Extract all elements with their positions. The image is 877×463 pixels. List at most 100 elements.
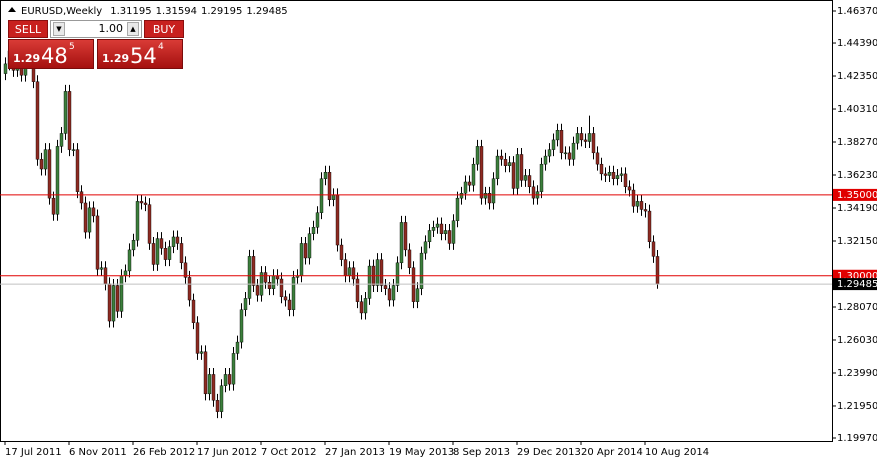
lot-value: 1.00 bbox=[98, 22, 124, 35]
candle-body bbox=[587, 133, 592, 142]
candle-body bbox=[267, 282, 272, 289]
x-tick-label: 7 Oct 2012 bbox=[261, 447, 316, 458]
sell-button[interactable]: SELL bbox=[8, 20, 48, 38]
candle-body bbox=[207, 374, 212, 395]
candle-body bbox=[435, 223, 440, 228]
candle-body bbox=[151, 243, 156, 265]
candle-body bbox=[135, 201, 140, 241]
buy-price[interactable]: 1.29 54 4 bbox=[97, 39, 183, 69]
candle-body bbox=[159, 238, 164, 249]
candle-body bbox=[223, 374, 228, 386]
header-open: 1.31195 bbox=[110, 6, 151, 17]
candle-body bbox=[59, 133, 64, 147]
level-label-box bbox=[833, 188, 877, 201]
candle-body bbox=[327, 172, 332, 200]
header-close: 1.29485 bbox=[246, 6, 287, 17]
candle-body bbox=[387, 288, 392, 301]
lot-down[interactable]: ▼ bbox=[53, 22, 65, 36]
candle-body bbox=[163, 248, 168, 260]
candle-body bbox=[63, 91, 68, 134]
y-tick-label: 1.40310 bbox=[837, 104, 877, 115]
candle-body bbox=[271, 275, 276, 289]
candle-body bbox=[231, 353, 236, 385]
candle-body bbox=[71, 149, 76, 151]
candle-body bbox=[335, 194, 340, 246]
candle-body bbox=[619, 173, 624, 176]
candle-body bbox=[99, 267, 104, 270]
candle-body bbox=[527, 175, 532, 188]
candle-body bbox=[347, 267, 352, 276]
candle-body bbox=[195, 322, 200, 354]
candle-body bbox=[107, 283, 112, 322]
candle-body bbox=[3, 63, 8, 74]
x-tick-label: 19 May 2013 bbox=[389, 447, 454, 458]
candle-body bbox=[51, 197, 56, 215]
candle-body bbox=[87, 207, 92, 233]
price-label: 1.29485 bbox=[837, 279, 877, 290]
candle-body bbox=[263, 272, 268, 283]
lot-up[interactable]: ▲ bbox=[127, 22, 139, 36]
candle-body bbox=[131, 239, 136, 251]
candle-body bbox=[579, 133, 584, 141]
candle-body bbox=[247, 256, 252, 299]
price-big: 1.29 bbox=[102, 52, 130, 65]
candle-body bbox=[655, 256, 660, 285]
candle-body bbox=[523, 175, 528, 181]
candle-body bbox=[415, 288, 420, 302]
candle-body bbox=[55, 146, 60, 215]
candle-body bbox=[507, 162, 512, 166]
sell-price[interactable]: 1.29 48 5 bbox=[8, 39, 94, 69]
candle-body bbox=[67, 91, 72, 150]
candle-body bbox=[495, 155, 500, 179]
x-tick-label: 20 Apr 2014 bbox=[581, 447, 643, 458]
x-tick-label: 29 Dec 2013 bbox=[517, 447, 581, 458]
candle-body bbox=[631, 189, 636, 207]
buy-button[interactable]: BUY bbox=[144, 20, 184, 38]
header-high: 1.31594 bbox=[156, 6, 197, 17]
candle-body bbox=[475, 146, 480, 165]
candle-body bbox=[323, 172, 328, 179]
candle-body bbox=[319, 178, 324, 213]
candle-body bbox=[431, 227, 436, 231]
chart-header: EURUSD,Weekly 1.31195 1.31594 1.29195 1.2948… bbox=[21, 6, 288, 17]
candle-body bbox=[243, 298, 248, 310]
y-tick-label: 1.44390 bbox=[837, 38, 877, 49]
header-low: 1.29195 bbox=[201, 6, 242, 17]
candle-body bbox=[455, 197, 460, 221]
candle-body bbox=[519, 154, 524, 181]
price-point: 5 bbox=[69, 42, 75, 52]
candle-body bbox=[363, 298, 368, 314]
candle-body bbox=[191, 299, 196, 323]
candle-body bbox=[531, 186, 536, 199]
candle-body bbox=[487, 193, 492, 204]
candle-body bbox=[571, 142, 576, 160]
candle-body bbox=[183, 262, 188, 278]
candle-body bbox=[111, 285, 116, 322]
candle-body bbox=[167, 246, 172, 260]
candle-body bbox=[83, 202, 88, 233]
candle-body bbox=[119, 275, 124, 312]
candle-body bbox=[599, 163, 604, 175]
candle-body bbox=[511, 162, 516, 189]
candle-body bbox=[39, 159, 44, 170]
candle-body bbox=[215, 400, 220, 412]
price-pips: 48 bbox=[41, 44, 68, 68]
candle-body bbox=[411, 267, 416, 302]
candle-body bbox=[291, 277, 296, 310]
candle-body bbox=[307, 233, 312, 259]
candle-body bbox=[627, 186, 632, 191]
candle-body bbox=[315, 212, 320, 228]
candle-body bbox=[491, 178, 496, 204]
collapse-arrow[interactable] bbox=[8, 7, 16, 12]
candle-body bbox=[147, 204, 152, 244]
candle-body bbox=[603, 173, 608, 176]
price-label-box bbox=[833, 278, 877, 291]
candle-body bbox=[359, 301, 364, 314]
candle-body bbox=[635, 201, 640, 207]
y-tick-label: 1.42350 bbox=[837, 71, 877, 82]
lot-field[interactable]: ▼ 1.00 ▲ bbox=[50, 20, 142, 38]
candle-body bbox=[467, 181, 472, 186]
candle-body bbox=[279, 278, 284, 297]
candle-body bbox=[539, 163, 544, 192]
